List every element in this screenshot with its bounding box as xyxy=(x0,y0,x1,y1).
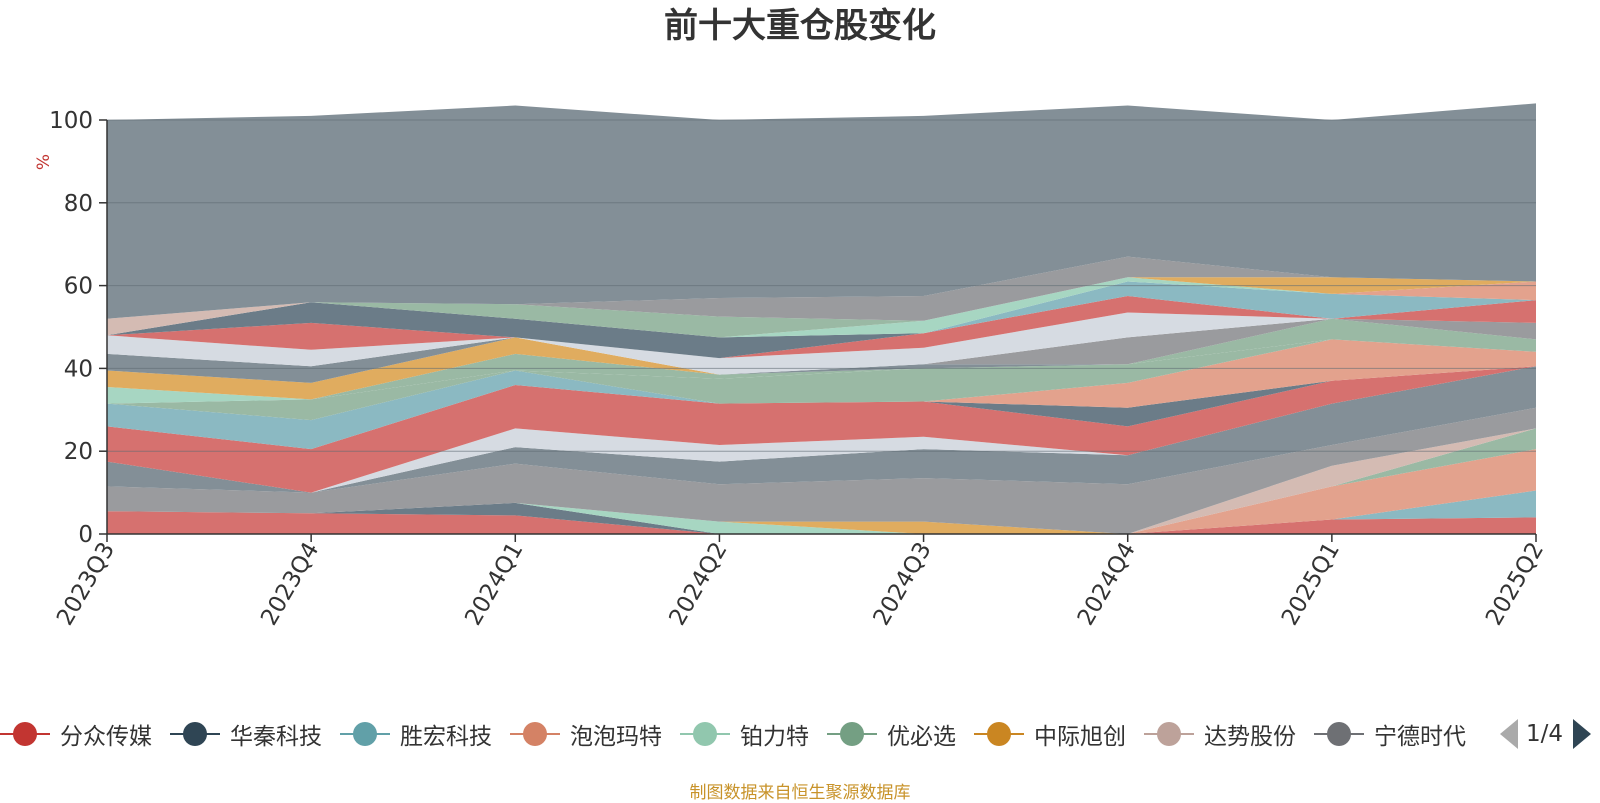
area-series-11 xyxy=(107,366,1536,493)
legend: 分众传媒 华秦科技 胜宏科技 泡泡玛特 铂力特 优必选 中际旭创 达势股份 宁德时代 xyxy=(0,712,1485,756)
area-series-18 xyxy=(107,318,1536,400)
y-tick-label: 40 xyxy=(64,356,93,382)
area-series-14 xyxy=(107,339,1536,450)
x-tick-label: 2024Q2 xyxy=(664,538,732,630)
area-series-19 xyxy=(107,318,1536,383)
x-tick-label: 2023Q4 xyxy=(256,538,324,630)
source-note: 制图数据来自恒生聚源数据库 xyxy=(689,783,911,803)
legend-symbol-icon xyxy=(510,722,560,746)
legend-symbol-icon xyxy=(340,722,390,746)
area-series-0 xyxy=(107,511,1536,534)
legend-label: 分众传媒 xyxy=(60,724,152,750)
x-tick-label: 2024Q4 xyxy=(1073,538,1141,630)
legend-item[interactable]: 泡泡玛特 xyxy=(510,712,662,756)
y-tick-label: 60 xyxy=(64,274,93,300)
legend-next-page-icon[interactable] xyxy=(1573,719,1592,749)
legend-symbol-icon xyxy=(0,722,50,746)
area-series-16 xyxy=(107,339,1536,404)
legend-symbol-icon xyxy=(1144,722,1194,746)
x-tick-label: 2023Q3 xyxy=(52,538,120,630)
area-series-27 xyxy=(107,277,1536,338)
legend-item[interactable]: 铂力特 xyxy=(680,712,809,756)
x-tick-label: 2025Q1 xyxy=(1277,538,1345,630)
legend-item[interactable]: 胜宏科技 xyxy=(340,712,492,756)
legend-item[interactable]: 达势股份 xyxy=(1144,712,1296,756)
legend-pager: 1/4 xyxy=(1500,716,1600,752)
legend-symbol-icon xyxy=(827,722,877,746)
legend-label: 泡泡玛特 xyxy=(570,724,662,750)
area-series-20 xyxy=(107,318,1536,375)
y-tick-label: 20 xyxy=(64,439,93,465)
y-tick-label: 100 xyxy=(49,108,93,134)
area-series-21 xyxy=(107,312,1536,375)
legend-item[interactable]: 宁德时代 xyxy=(1314,712,1466,756)
area-series-1 xyxy=(107,502,1536,534)
legend-prev-page-icon[interactable] xyxy=(1500,719,1518,749)
area-series-17 xyxy=(107,318,1536,400)
area-series-28 xyxy=(107,277,1536,336)
legend-label: 达势股份 xyxy=(1204,724,1296,750)
area-series-24 xyxy=(107,281,1536,359)
legend-label: 优必选 xyxy=(887,724,956,750)
x-tick-label: 2024Q3 xyxy=(869,538,937,630)
legend-label: 铂力特 xyxy=(740,724,809,750)
area-series-13 xyxy=(107,339,1536,450)
area-series-8 xyxy=(107,407,1536,534)
y-axis-unit-label: % xyxy=(34,154,54,170)
area-series-22 xyxy=(107,296,1536,359)
legend-label: 宁德时代 xyxy=(1374,724,1466,750)
legend-symbol-icon xyxy=(680,722,730,746)
area-series-30 xyxy=(107,256,1536,321)
x-tick-label: 2024Q1 xyxy=(460,538,528,630)
y-tick-label: 0 xyxy=(78,522,93,548)
y-tick-label: 80 xyxy=(64,191,93,217)
legend-symbol-icon xyxy=(1314,722,1364,746)
x-tick-label: 2025Q2 xyxy=(1481,538,1549,630)
area-series-23 xyxy=(107,281,1536,359)
legend-item[interactable]: 中际旭创 xyxy=(974,712,1126,756)
area-series-9 xyxy=(107,366,1536,493)
legend-item[interactable]: 优必选 xyxy=(827,712,956,756)
chart-title: 前十大重仓股变化 xyxy=(664,6,936,46)
legend-item[interactable]: 华秦科技 xyxy=(170,712,322,756)
legend-page-indicator: 1/4 xyxy=(1526,721,1564,747)
area-series-15 xyxy=(107,339,1536,421)
legend-label: 华秦科技 xyxy=(230,724,322,750)
legend-label: 胜宏科技 xyxy=(400,724,492,750)
legend-symbol-icon xyxy=(170,722,220,746)
area-series-31 xyxy=(107,103,1536,319)
legend-item[interactable]: 分众传媒 xyxy=(0,712,152,756)
legend-label: 中际旭创 xyxy=(1034,724,1126,750)
legend-symbol-icon xyxy=(974,722,1024,746)
